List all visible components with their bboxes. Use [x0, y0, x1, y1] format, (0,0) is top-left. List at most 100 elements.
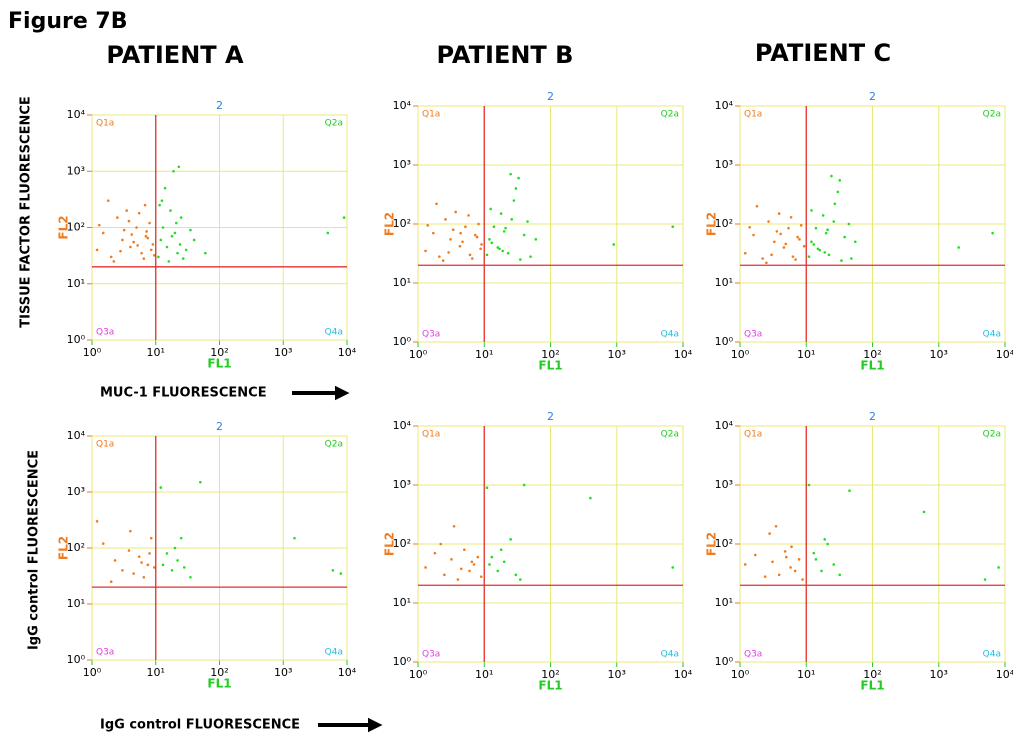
point — [671, 566, 675, 569]
point — [470, 257, 474, 260]
point — [170, 568, 174, 572]
point — [148, 552, 151, 555]
arrow — [318, 717, 383, 733]
x-tick-label: 10³ — [930, 668, 948, 681]
point — [463, 548, 466, 552]
point — [109, 580, 113, 584]
point — [165, 552, 169, 555]
point — [127, 219, 131, 223]
y-tick-label: 10³ — [715, 158, 733, 171]
point — [159, 238, 163, 242]
point — [129, 529, 132, 533]
point — [137, 555, 141, 558]
point — [438, 255, 441, 258]
y-tick-label: 10⁰ — [67, 653, 86, 666]
x-tick-label: 10¹ — [797, 668, 815, 681]
point — [192, 238, 196, 242]
y-tick-label: 10² — [393, 537, 411, 550]
quadrant-label: Q3a — [96, 328, 114, 338]
point — [125, 209, 128, 212]
point — [823, 251, 827, 254]
quadrant-label: Q1a — [96, 119, 114, 129]
point — [514, 573, 518, 577]
point — [830, 174, 833, 178]
top-label: 2 — [547, 410, 554, 423]
point — [827, 253, 831, 257]
y-tick-label: 10⁰ — [393, 655, 412, 668]
top-label: 2 — [869, 90, 876, 103]
y-tick-label: 10³ — [67, 164, 85, 177]
point — [821, 214, 825, 217]
point — [492, 225, 496, 228]
x-tick-label: 10¹ — [475, 668, 493, 681]
point — [774, 524, 778, 528]
point — [816, 247, 820, 251]
point — [485, 253, 489, 257]
point — [176, 559, 179, 562]
point — [922, 510, 926, 514]
x-tick-label: 10¹ — [147, 346, 165, 359]
point — [177, 165, 181, 169]
x-tick-label: 10⁰ — [83, 666, 102, 679]
x-axis-label: FL1 — [207, 677, 231, 691]
quadrant-label: Q4a — [983, 650, 1001, 660]
point — [479, 247, 482, 251]
x-tick-label: 10¹ — [797, 348, 815, 361]
point — [810, 240, 813, 244]
y-tick-label: 10⁴ — [393, 419, 412, 432]
y-axis-label: FL2 — [383, 212, 397, 236]
point — [452, 524, 456, 528]
point — [475, 235, 479, 239]
point — [589, 496, 592, 500]
point — [490, 241, 494, 245]
x-tick-label: 10⁰ — [731, 668, 750, 681]
point — [173, 546, 177, 550]
point — [818, 248, 822, 252]
figure-title: Figure 7B — [8, 9, 128, 34]
point — [459, 567, 463, 571]
y-tick-label: 10¹ — [715, 596, 733, 609]
point — [464, 225, 467, 228]
point — [807, 483, 811, 487]
point — [801, 578, 804, 581]
point — [439, 542, 442, 546]
y-tick-label: 10⁰ — [67, 333, 86, 346]
point — [787, 226, 790, 230]
point — [671, 225, 675, 228]
point — [342, 216, 346, 219]
y-axis-label: FL2 — [383, 532, 397, 556]
point — [148, 221, 151, 225]
point — [160, 199, 164, 202]
top-label: 2 — [216, 99, 223, 112]
point — [824, 231, 828, 235]
x-tick-label: 10⁰ — [409, 348, 428, 361]
point — [612, 243, 616, 246]
x-tick-label: 10⁴ — [674, 348, 693, 361]
quadrant-label: Q2a — [661, 110, 679, 120]
patient-label: PATIENT B — [437, 41, 574, 69]
point — [752, 233, 755, 237]
x-tick-label: 10⁴ — [996, 668, 1013, 681]
quadrant-label: Q4a — [661, 330, 679, 340]
point — [991, 231, 994, 235]
y-tick-label: 10² — [393, 217, 411, 230]
x-caption: MUC-1 FLUORESCENCE — [100, 386, 267, 401]
point — [431, 231, 435, 235]
y-tick-label: 10² — [67, 221, 85, 234]
point — [512, 199, 516, 202]
point — [158, 203, 161, 207]
x-tick-label: 10³ — [930, 348, 948, 361]
point — [797, 558, 801, 561]
point — [121, 238, 124, 242]
point — [790, 545, 793, 548]
point — [847, 222, 851, 226]
x-axis-label: FL1 — [538, 679, 562, 693]
point — [518, 578, 522, 581]
x-tick-label: 10³ — [274, 666, 292, 679]
x-caption: IgG control FLUORESCENCE — [100, 718, 300, 733]
point — [165, 245, 169, 249]
quadrant-label: Q3a — [96, 648, 114, 658]
x-tick-label: 10² — [863, 348, 881, 361]
point — [755, 204, 759, 208]
